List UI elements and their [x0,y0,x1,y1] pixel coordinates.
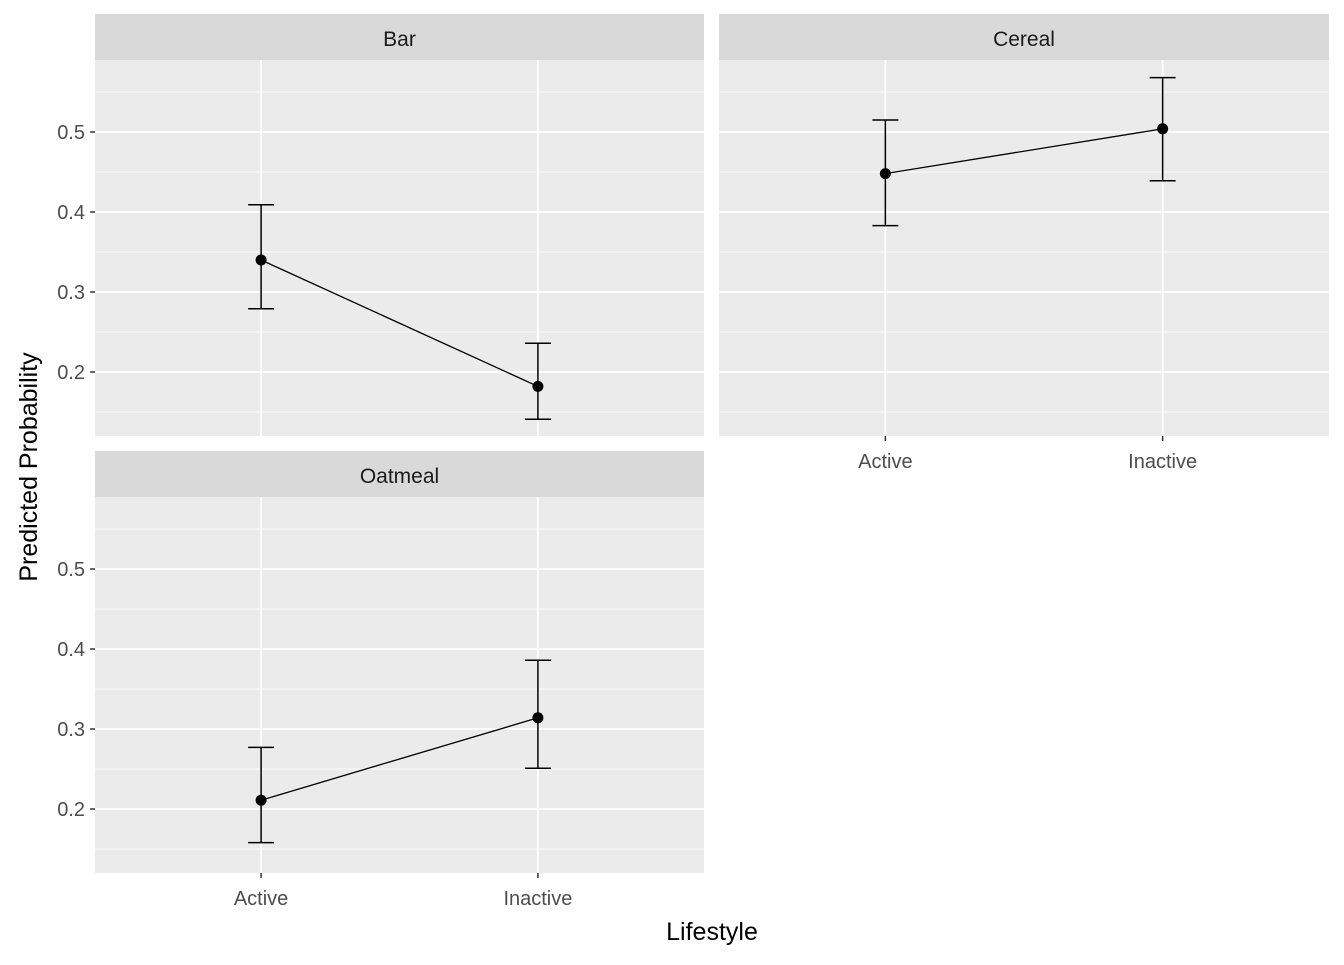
y-tick-label-bar: 0.2 [57,362,85,384]
series-line-bar [260,259,539,387]
panel-background-bar [95,60,704,436]
facet-strip-label-cereal: Cereal [993,28,1055,51]
series-line-oatmeal [260,717,539,801]
facet-strip-cereal [719,14,1329,60]
y-tick-label-oatmeal: 0.2 [57,799,85,821]
x-tick-label-oatmeal: Active [234,888,288,910]
y-axis-title: Predicted Probability [15,352,43,582]
data-point-bar-active [255,254,267,266]
data-point-bar-inactive [532,380,544,392]
y-tick-label-oatmeal: 0.4 [57,639,85,661]
series-line-cereal [885,128,1163,175]
facet-strip-oatmeal [95,451,704,497]
y-tick-label-oatmeal: 0.5 [57,559,85,581]
data-point-oatmeal-inactive [532,712,544,724]
y-tick-label-bar: 0.3 [57,282,85,304]
panel-background-cereal [719,60,1329,436]
data-point-cereal-inactive [1157,123,1169,135]
y-tick-label-bar: 0.4 [57,202,85,224]
y-tick-label-bar: 0.5 [57,122,85,144]
x-tick-label-cereal: Active [858,451,912,473]
panel-background-oatmeal [95,497,704,873]
facet-strip-bar [95,14,704,60]
y-tick-label-oatmeal: 0.3 [57,719,85,741]
facet-strip-label-oatmeal: Oatmeal [360,465,439,488]
x-axis-title: Lifestyle [666,918,758,946]
facet-strip-label-bar: Bar [383,28,416,51]
data-point-cereal-active [879,168,891,180]
x-tick-label-oatmeal: Inactive [503,888,572,910]
x-tick-label-cereal: Inactive [1128,451,1197,473]
data-point-oatmeal-active [255,794,267,806]
